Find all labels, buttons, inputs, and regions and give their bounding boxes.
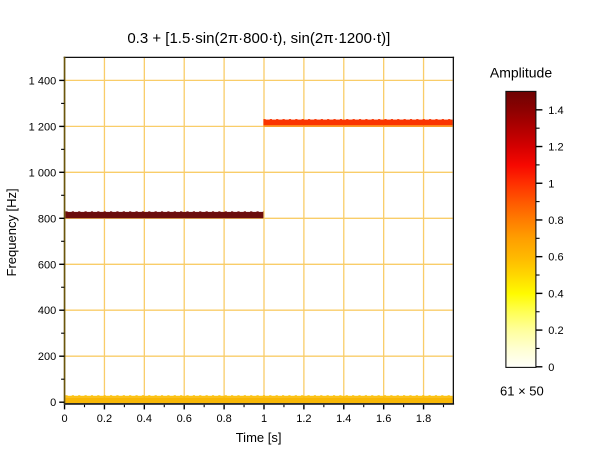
svg-text:Amplitude: Amplitude bbox=[490, 64, 552, 80]
svg-text:0.2: 0.2 bbox=[97, 413, 112, 425]
svg-text:1 400: 1 400 bbox=[29, 75, 57, 87]
svg-text:400: 400 bbox=[38, 305, 56, 317]
svg-text:0.3 + [1.5·sin(2π·800·t), sin(: 0.3 + [1.5·sin(2π·800·t), sin(2π·1200·t)… bbox=[127, 30, 390, 47]
svg-text:0.4: 0.4 bbox=[548, 288, 563, 300]
svg-text:0.6: 0.6 bbox=[548, 252, 563, 264]
svg-text:0.8: 0.8 bbox=[548, 215, 563, 227]
svg-text:1.8: 1.8 bbox=[416, 413, 431, 425]
svg-text:0.8: 0.8 bbox=[216, 413, 231, 425]
svg-text:200: 200 bbox=[38, 351, 56, 363]
svg-text:1.4: 1.4 bbox=[336, 413, 351, 425]
svg-text:800: 800 bbox=[38, 213, 56, 225]
svg-text:0.4: 0.4 bbox=[137, 413, 152, 425]
svg-text:Frequency [Hz]: Frequency [Hz] bbox=[4, 188, 19, 276]
svg-text:1: 1 bbox=[261, 413, 267, 425]
svg-text:1.6: 1.6 bbox=[376, 413, 391, 425]
svg-text:61 × 50: 61 × 50 bbox=[500, 384, 544, 399]
svg-text:1.2: 1.2 bbox=[548, 142, 563, 154]
svg-text:0: 0 bbox=[50, 397, 56, 409]
svg-text:Time [s]: Time [s] bbox=[236, 430, 282, 445]
svg-text:0.2: 0.2 bbox=[548, 325, 563, 337]
svg-text:1: 1 bbox=[548, 178, 554, 190]
svg-text:1.2: 1.2 bbox=[296, 413, 311, 425]
svg-text:0.6: 0.6 bbox=[177, 413, 192, 425]
svg-text:1.4: 1.4 bbox=[548, 105, 563, 117]
svg-text:1 000: 1 000 bbox=[29, 167, 57, 179]
svg-text:0: 0 bbox=[61, 413, 67, 425]
svg-text:600: 600 bbox=[38, 259, 56, 271]
svg-text:0: 0 bbox=[548, 362, 554, 374]
svg-text:1 200: 1 200 bbox=[29, 121, 57, 133]
